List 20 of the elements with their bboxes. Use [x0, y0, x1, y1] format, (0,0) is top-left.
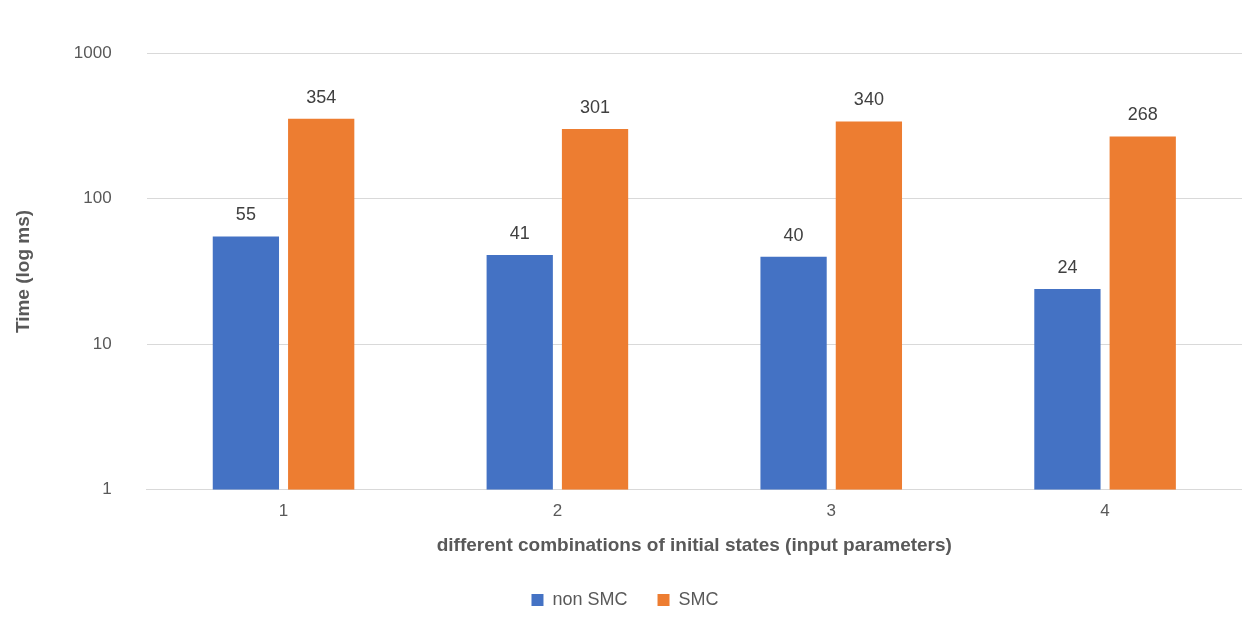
data-label: 40	[783, 224, 804, 245]
data-label: 24	[1057, 256, 1078, 277]
y-tick-label: 100	[83, 188, 112, 208]
y-tick-label: 1000	[73, 42, 112, 62]
data-label: 41	[509, 223, 530, 244]
data-label: 55	[235, 204, 256, 225]
y-axis-title: Time (log ms)	[11, 209, 33, 334]
x-tick-label: 1	[278, 500, 289, 520]
legend-label: SMC	[678, 588, 719, 609]
legend-label: non SMC	[552, 588, 628, 609]
x-tick-label: 3	[826, 500, 836, 520]
x-axis-title: different combinations of initial states (input parameters)	[436, 533, 952, 555]
data-label: 301	[580, 97, 611, 118]
y-tick-label: 1	[102, 479, 112, 499]
data-label: 354	[306, 86, 337, 107]
y-tick-label: 10	[92, 333, 112, 353]
data-label: 340	[853, 89, 884, 110]
x-tick-label: 2	[552, 500, 563, 520]
data-label: 268	[1127, 104, 1158, 125]
x-tick-label: 4	[1100, 500, 1110, 520]
